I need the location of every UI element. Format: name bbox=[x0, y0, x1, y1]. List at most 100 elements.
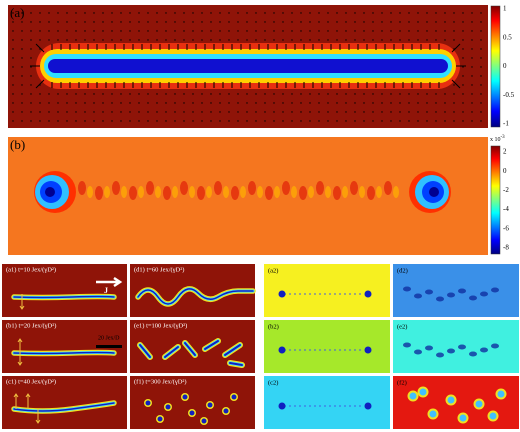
blob bbox=[414, 349, 422, 355]
colorbar-tick-label: 1 bbox=[503, 5, 507, 13]
snapshot bbox=[264, 264, 390, 317]
stripe bbox=[146, 181, 154, 195]
skyrmion bbox=[364, 402, 372, 410]
stripe bbox=[291, 186, 297, 198]
domain-wall bbox=[13, 402, 115, 412]
skyrmion bbox=[182, 394, 188, 400]
snapshot-label: (d1) t=60 Jex/(γD²) bbox=[134, 266, 184, 273]
skyrmion bbox=[278, 346, 286, 354]
skyrmion bbox=[223, 408, 229, 414]
domain-wall bbox=[139, 344, 151, 358]
skyrmion bbox=[447, 396, 455, 404]
snapshot-label: (f2) bbox=[397, 379, 407, 386]
stripe bbox=[350, 181, 358, 195]
blob bbox=[458, 344, 466, 350]
stripe bbox=[342, 186, 348, 198]
exponent: -3 bbox=[501, 135, 506, 140]
blob bbox=[447, 348, 455, 354]
panel-a: (a) 1 0.5 0 -0.5 -1 bbox=[8, 5, 515, 128]
colorbar-tick-label: -1 bbox=[503, 120, 509, 128]
snapshot-label: (b1) t=20 Jex/(γD²) bbox=[6, 322, 56, 329]
blob bbox=[458, 288, 466, 294]
blob bbox=[403, 286, 411, 292]
colorbar-tick-label: 0 bbox=[503, 167, 507, 175]
blob bbox=[480, 291, 488, 297]
arrow bbox=[451, 79, 461, 89]
blob bbox=[414, 293, 422, 299]
stripe bbox=[316, 181, 324, 195]
stripe bbox=[308, 186, 314, 198]
skyrmion bbox=[165, 404, 171, 410]
colorbar-ticks: 1 0.5 0 -0.5 -1 bbox=[503, 5, 515, 128]
snapshot bbox=[393, 264, 519, 317]
domain-wall bbox=[184, 342, 196, 356]
arrow bbox=[35, 409, 41, 424]
colorbar-tick-label: 0.5 bbox=[503, 33, 512, 41]
arrow bbox=[13, 393, 19, 409]
snapshot-label: (d2) bbox=[397, 267, 408, 274]
skyrmion bbox=[207, 402, 213, 408]
panel-b: (b) x 10-3 2 0 -2 -4 -6 -8 bbox=[8, 135, 509, 255]
spin-arrows bbox=[30, 43, 466, 89]
arrow bbox=[17, 353, 23, 366]
domain-wall bbox=[137, 288, 254, 305]
stripe bbox=[121, 186, 127, 198]
stripe bbox=[78, 181, 86, 195]
stripe bbox=[129, 186, 137, 200]
stripe bbox=[189, 186, 195, 198]
skyrmion bbox=[475, 400, 483, 408]
stripe bbox=[206, 186, 212, 198]
blob bbox=[447, 292, 455, 298]
stripe bbox=[282, 181, 290, 195]
colorbar-ticks: 2 0 -2 -4 -6 -8 bbox=[503, 148, 509, 252]
stripe bbox=[197, 186, 205, 200]
arrow bbox=[35, 79, 45, 89]
stripe bbox=[180, 181, 188, 195]
domain-wall bbox=[229, 362, 243, 366]
stripe bbox=[393, 186, 399, 198]
arrow bbox=[35, 43, 45, 53]
skyrmion bbox=[497, 390, 505, 398]
stripe bbox=[163, 186, 171, 200]
skyrmion bbox=[409, 392, 417, 400]
skyrmion bbox=[459, 414, 467, 422]
stripe bbox=[257, 186, 263, 198]
arrow bbox=[19, 294, 25, 310]
blob bbox=[436, 296, 444, 302]
colorbar bbox=[490, 145, 501, 255]
domain-wall bbox=[13, 295, 115, 299]
stripe bbox=[359, 186, 365, 198]
snapshot bbox=[393, 376, 519, 429]
stripe bbox=[299, 186, 307, 200]
snapshot bbox=[393, 320, 519, 373]
colorbar-tick-label: -6 bbox=[503, 224, 509, 232]
blob bbox=[469, 351, 477, 357]
stripe bbox=[112, 181, 120, 195]
skyrmion bbox=[201, 418, 207, 424]
blob bbox=[436, 352, 444, 358]
snapshot-label: (c2) bbox=[268, 379, 278, 386]
stripe bbox=[248, 181, 256, 195]
colorbar-tick-label: -8 bbox=[503, 244, 509, 252]
stripes bbox=[78, 181, 399, 200]
snapshot-label: (a1) t=10 Jex/(γD²) bbox=[6, 266, 56, 273]
blob bbox=[469, 295, 477, 301]
colorbar-tick-label: 2 bbox=[503, 148, 507, 156]
arrow bbox=[25, 393, 31, 409]
domain-wall bbox=[204, 340, 219, 350]
colorbar bbox=[490, 5, 501, 128]
stripe bbox=[214, 181, 222, 195]
snapshot-label: (c1) t=40 Jex/(γD²) bbox=[6, 378, 56, 385]
stripe bbox=[95, 186, 103, 200]
snapshot bbox=[264, 376, 390, 429]
domain-wall bbox=[164, 346, 179, 358]
scale-bar bbox=[96, 345, 122, 348]
stripe bbox=[265, 186, 273, 200]
skyrmion bbox=[429, 410, 437, 418]
blob bbox=[403, 342, 411, 348]
arrow bbox=[451, 43, 461, 53]
snapshot-label: (e1) t=100 Jex/(γD²) bbox=[134, 322, 187, 329]
colorbar-tick-label: 0 bbox=[503, 62, 507, 70]
colorbar-multiplier: x 10-3 bbox=[490, 135, 505, 143]
